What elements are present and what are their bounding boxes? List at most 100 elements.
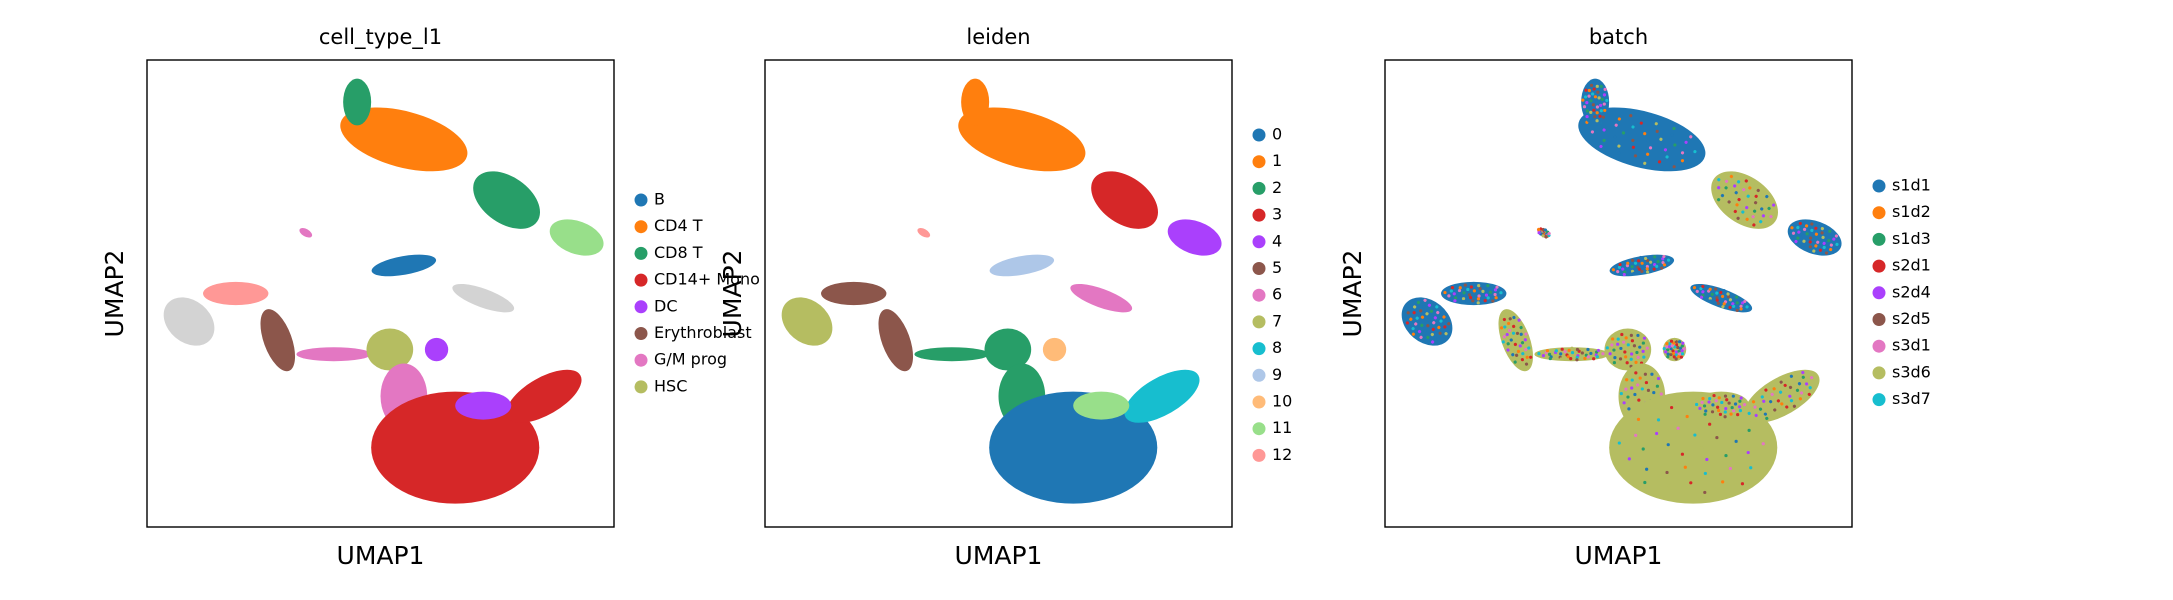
speck	[1701, 284, 1705, 289]
speck	[1586, 355, 1590, 359]
legend-marker	[1252, 342, 1266, 356]
speck	[1745, 305, 1749, 309]
cluster	[549, 219, 604, 256]
speck	[1738, 409, 1743, 413]
legend-label: 5	[1272, 258, 1282, 277]
speck	[1519, 325, 1523, 330]
cluster	[371, 254, 437, 277]
cluster	[821, 281, 887, 306]
speck	[1617, 441, 1621, 445]
speck	[1738, 399, 1742, 403]
speck	[1765, 416, 1769, 421]
speck	[1622, 401, 1626, 405]
speck	[1691, 397, 1696, 402]
speck	[1674, 350, 1679, 354]
speck	[1728, 421, 1732, 426]
speck	[1665, 155, 1669, 159]
speck	[1735, 301, 1739, 305]
speck	[1795, 388, 1800, 392]
speck	[1499, 291, 1503, 295]
speck	[1645, 346, 1649, 350]
speck	[1810, 222, 1814, 226]
speck	[1746, 200, 1750, 204]
legend-marker	[1872, 206, 1886, 220]
speck	[1516, 349, 1521, 354]
legend-marker	[1252, 315, 1266, 329]
speck	[1695, 402, 1699, 407]
speck	[1629, 357, 1633, 361]
speck	[1661, 257, 1665, 261]
legend-marker	[1252, 128, 1266, 142]
speck	[1426, 324, 1430, 328]
speck	[1414, 322, 1418, 326]
cluster	[1787, 219, 1842, 256]
speck	[1472, 281, 1476, 286]
speck	[1644, 256, 1648, 261]
speck	[1666, 352, 1670, 356]
speck	[1681, 341, 1685, 345]
speck	[1513, 360, 1517, 364]
speck	[1802, 239, 1806, 243]
speck	[1443, 325, 1447, 329]
legend-marker	[1252, 208, 1266, 222]
speck	[1494, 296, 1498, 300]
speck	[1596, 90, 1600, 94]
speck	[1801, 234, 1805, 238]
speck	[1731, 302, 1735, 306]
speck	[1784, 392, 1788, 396]
speck	[1735, 295, 1739, 299]
speck	[1668, 342, 1672, 346]
speck	[1597, 96, 1601, 100]
speck	[1674, 340, 1678, 344]
speck	[1754, 194, 1758, 198]
speck	[1659, 392, 1663, 396]
cluster	[203, 281, 269, 306]
speck	[1734, 191, 1738, 195]
speck	[1567, 348, 1571, 352]
speck	[1641, 341, 1645, 345]
speck	[1541, 354, 1546, 358]
speck	[1619, 346, 1623, 351]
speck	[1595, 105, 1600, 109]
speck	[1545, 349, 1550, 353]
speck	[1655, 264, 1659, 268]
speck	[1670, 343, 1675, 348]
speck	[1799, 391, 1804, 395]
speck	[1423, 298, 1427, 302]
speck	[1513, 342, 1517, 347]
speck	[1409, 317, 1413, 321]
speck	[1727, 401, 1731, 405]
speck	[1834, 234, 1839, 238]
speck	[1543, 228, 1548, 232]
speck	[1804, 382, 1809, 386]
speck	[1429, 309, 1434, 313]
speck	[1603, 87, 1607, 92]
speck	[1719, 391, 1723, 396]
speck	[1747, 428, 1751, 432]
legend-label: s2d1	[1892, 256, 1931, 275]
speck	[1632, 344, 1637, 348]
speck	[1790, 226, 1794, 230]
speck	[1643, 372, 1647, 376]
legend-label: 12	[1272, 445, 1292, 464]
legend-label: CD4 T	[654, 216, 703, 235]
speck	[1746, 194, 1750, 198]
speck	[1592, 357, 1596, 361]
speck	[1630, 352, 1634, 356]
speck	[1585, 109, 1589, 113]
legend-marker	[1872, 286, 1886, 300]
speck	[1593, 80, 1597, 84]
speck	[1563, 350, 1567, 354]
speck	[1624, 336, 1628, 340]
speck	[1700, 446, 1704, 450]
legend-marker	[1872, 339, 1886, 353]
speck	[1515, 353, 1519, 357]
speck	[1671, 349, 1675, 353]
speck	[1674, 357, 1678, 361]
speck	[1626, 261, 1630, 265]
speck	[1458, 293, 1463, 298]
speck	[1669, 339, 1674, 343]
speck	[1770, 392, 1774, 397]
speck	[1828, 229, 1832, 233]
